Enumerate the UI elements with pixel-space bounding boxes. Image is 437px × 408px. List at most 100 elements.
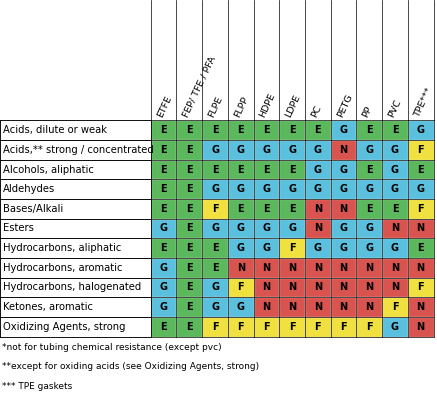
Bar — [357, 258, 382, 277]
Bar — [253, 238, 279, 258]
Text: FLPE: FLPE — [207, 95, 225, 119]
Text: E: E — [186, 204, 193, 214]
Bar — [202, 199, 228, 219]
Bar — [357, 180, 382, 199]
Text: *not for tubing chemical resistance (except pvc): *not for tubing chemical resistance (exc… — [2, 343, 222, 352]
Text: N: N — [391, 263, 399, 273]
Bar — [151, 199, 177, 219]
Bar — [253, 120, 279, 140]
Bar — [202, 120, 228, 140]
Text: G: G — [391, 322, 399, 332]
Text: E: E — [263, 204, 270, 214]
Bar — [331, 219, 357, 238]
Bar — [202, 140, 228, 160]
Text: N: N — [314, 282, 322, 293]
Text: N: N — [314, 263, 322, 273]
Bar — [279, 160, 305, 180]
Bar — [357, 160, 382, 180]
Text: PC: PC — [310, 104, 323, 119]
Text: E: E — [186, 243, 193, 253]
Text: E: E — [186, 302, 193, 312]
Bar — [253, 140, 279, 160]
Bar — [408, 199, 434, 219]
Text: N: N — [262, 263, 271, 273]
Text: G: G — [314, 243, 322, 253]
Bar — [202, 180, 228, 199]
Bar — [151, 258, 177, 277]
Bar — [151, 317, 177, 337]
Bar — [357, 199, 382, 219]
Text: E: E — [160, 204, 167, 214]
Bar — [357, 277, 382, 297]
Text: G: G — [160, 282, 168, 293]
Bar — [408, 140, 434, 160]
Text: N: N — [340, 263, 347, 273]
Text: E: E — [289, 204, 295, 214]
Bar — [305, 297, 331, 317]
Bar — [305, 238, 331, 258]
Text: E: E — [237, 204, 244, 214]
Text: Alcohols, aliphatic: Alcohols, aliphatic — [3, 164, 94, 175]
Bar — [0, 120, 151, 140]
Text: N: N — [416, 322, 425, 332]
Text: Hydrocarbons, aromatic: Hydrocarbons, aromatic — [3, 263, 122, 273]
Text: G: G — [237, 302, 245, 312]
Bar — [0, 180, 151, 199]
Text: G: G — [340, 243, 347, 253]
Bar — [0, 140, 151, 160]
Bar — [0, 317, 151, 337]
Bar — [228, 297, 253, 317]
Text: Aldehydes: Aldehydes — [3, 184, 55, 194]
Text: G: G — [314, 145, 322, 155]
Text: F: F — [392, 302, 398, 312]
Bar — [357, 140, 382, 160]
Text: PP: PP — [361, 104, 374, 119]
Bar — [382, 180, 408, 199]
Text: N: N — [365, 302, 373, 312]
Text: N: N — [340, 145, 347, 155]
Bar — [253, 317, 279, 337]
Bar — [408, 277, 434, 297]
Text: E: E — [392, 204, 398, 214]
Text: G: G — [340, 224, 347, 233]
Bar — [408, 317, 434, 337]
Text: G: G — [314, 164, 322, 175]
Text: G: G — [263, 243, 271, 253]
Bar — [357, 219, 382, 238]
Bar — [305, 277, 331, 297]
Bar — [228, 277, 253, 297]
Text: *** TPE gaskets: *** TPE gaskets — [2, 382, 72, 391]
Text: G: G — [365, 184, 373, 194]
Bar — [279, 277, 305, 297]
Text: E: E — [392, 125, 398, 135]
Bar — [305, 120, 331, 140]
Text: Acids, dilute or weak: Acids, dilute or weak — [3, 125, 107, 135]
Text: G: G — [160, 302, 168, 312]
Bar — [0, 277, 151, 297]
Text: Acids,** strong / concentrated: Acids,** strong / concentrated — [3, 145, 153, 155]
Text: F: F — [417, 145, 424, 155]
Text: FLPP: FLPP — [232, 95, 250, 119]
Text: N: N — [416, 224, 425, 233]
Text: F: F — [417, 204, 424, 214]
Text: F: F — [237, 282, 244, 293]
Text: E: E — [186, 125, 193, 135]
Bar — [305, 160, 331, 180]
Bar — [331, 160, 357, 180]
Bar — [202, 160, 228, 180]
Bar — [279, 238, 305, 258]
Text: Hydrocarbons, halogenated: Hydrocarbons, halogenated — [3, 282, 141, 293]
Bar — [177, 317, 202, 337]
Text: E: E — [186, 184, 193, 194]
Text: G: G — [288, 224, 296, 233]
Text: N: N — [314, 302, 322, 312]
Text: Hydrocarbons, aliphatic: Hydrocarbons, aliphatic — [3, 243, 121, 253]
Bar — [408, 219, 434, 238]
Text: **except for oxiding acids (see Oxidizing Agents, strong): **except for oxiding acids (see Oxidizin… — [2, 362, 259, 371]
Bar — [305, 140, 331, 160]
Bar — [382, 297, 408, 317]
Text: Ketones, aromatic: Ketones, aromatic — [3, 302, 93, 312]
Text: E: E — [263, 125, 270, 135]
Text: G: G — [237, 243, 245, 253]
Bar — [305, 219, 331, 238]
